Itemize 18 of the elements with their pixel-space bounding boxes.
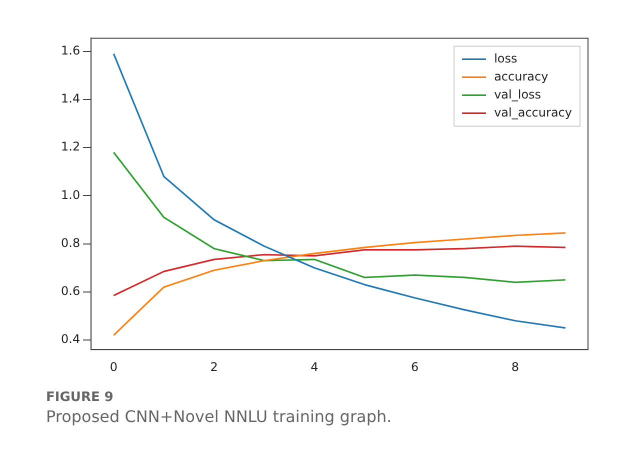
y-tick-label: 0.6 [60,284,80,298]
x-tick-label: 8 [511,360,520,374]
text: Proposed CNN+Novel NNLU training graph. [46,407,393,426]
legend-label: val_loss [494,87,542,102]
x-tick-label: 2 [210,360,218,374]
x-tick-label: 4 [310,360,318,374]
y-tick-label: 0.8 [60,236,80,250]
y-tick-label: 0.4 [60,332,80,346]
legend-label: accuracy [494,69,548,84]
x-tick-label: 6 [411,360,419,374]
x-tick-label: 0 [110,360,118,374]
y-tick-label: 1.6 [60,44,80,58]
legend-label: val_accuracy [494,105,572,120]
y-tick-label: 1.2 [60,140,80,154]
caption: FIGURE 9 [46,390,114,405]
legend-label: loss [494,51,518,66]
y-tick-label: 1.0 [60,188,80,202]
y-tick-label: 1.4 [60,92,80,106]
